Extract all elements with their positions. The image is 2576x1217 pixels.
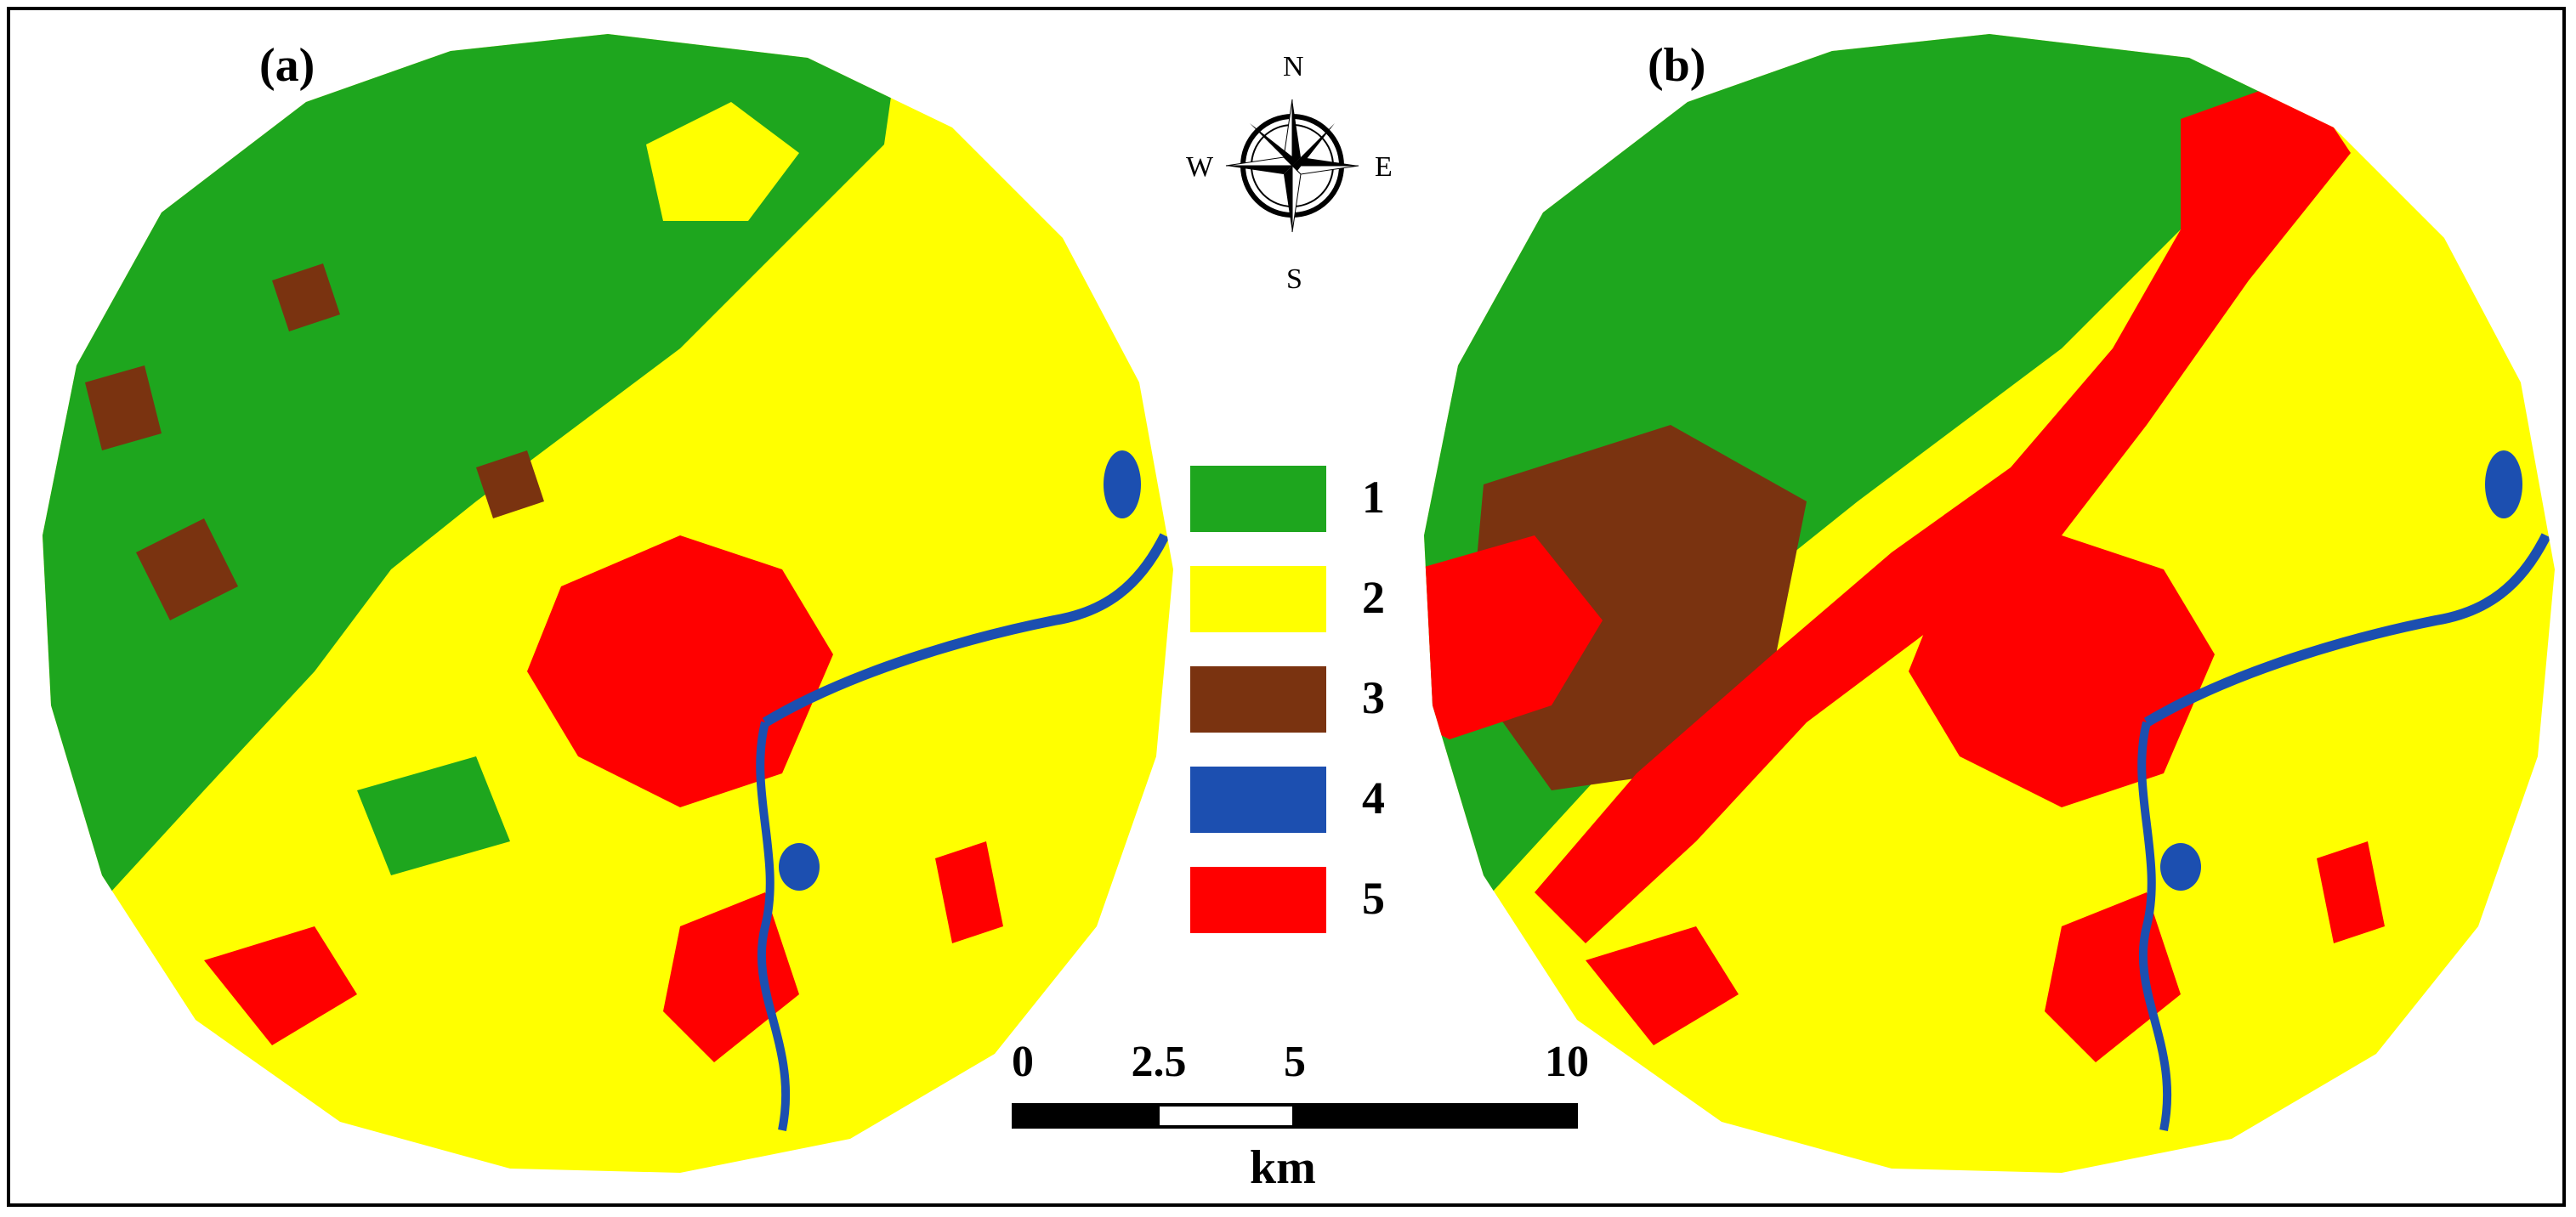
compass-south-label: S: [1286, 263, 1302, 295]
compass-icon: [1225, 99, 1359, 233]
legend-swatch: [1190, 666, 1326, 733]
river: [2137, 721, 2171, 1131]
compass-west-label: W: [1186, 151, 1214, 183]
legend-item: 3: [1190, 666, 1394, 734]
urban-patch: [935, 841, 1003, 943]
bare-land-patch: [85, 365, 162, 450]
scale-segment: [1012, 1103, 1158, 1129]
river: [756, 721, 790, 1131]
legend-label: 1: [1362, 472, 1385, 523]
cropland-patch: [646, 102, 799, 221]
legend-swatch: [1190, 767, 1326, 833]
urban-patch: [2317, 841, 2385, 943]
water-body: [779, 843, 820, 891]
legend-item: 5: [1190, 867, 1394, 935]
land-cover-map-a: [43, 34, 1173, 1173]
water-body: [2160, 843, 2201, 891]
scale-tick-label: 5: [1284, 1038, 1306, 1086]
panel-label-b: (b): [1648, 39, 1706, 92]
urban-area: [527, 535, 833, 807]
scale-bar: 0 2.5 5 10 km: [1007, 1037, 1589, 1198]
scale-tick-label: 2.5: [1131, 1038, 1187, 1086]
legend-label: 2: [1362, 572, 1385, 623]
legend-item: 1: [1190, 466, 1394, 534]
compass-east-label: E: [1375, 151, 1393, 183]
bare-land-patch: [136, 518, 238, 620]
urban-expansion-patch: [1424, 535, 1603, 739]
legend-item: 2: [1190, 566, 1394, 634]
land-cover-map-b: [1424, 34, 2555, 1173]
scale-tick-label: 0: [1012, 1038, 1034, 1086]
bare-land-patch: [476, 450, 544, 518]
water-body: [1104, 450, 1141, 518]
legend-swatch: [1190, 466, 1326, 532]
legend-label: 5: [1362, 873, 1385, 924]
legend-label: 4: [1362, 773, 1385, 824]
legend-item: 4: [1190, 767, 1394, 835]
legend-label: 3: [1362, 672, 1385, 723]
scale-units: km: [1250, 1141, 1316, 1194]
scale-segment: [1294, 1103, 1578, 1129]
urban-area: [1909, 535, 2215, 807]
bare-land-patch: [272, 263, 340, 331]
scale-segment: [1156, 1103, 1296, 1129]
urban-expansion-corridor: [1535, 76, 2351, 943]
compass-rose: N W E S: [1186, 51, 1399, 297]
scale-tick-label: 10: [1545, 1038, 1589, 1086]
river: [762, 533, 1170, 727]
water-body: [2485, 450, 2522, 518]
legend-swatch: [1190, 566, 1326, 632]
panel-label-a: (a): [259, 39, 315, 92]
river: [2143, 533, 2551, 727]
compass-north-label: N: [1283, 51, 1304, 82]
urban-patch: [1586, 926, 1739, 1045]
forest-patch: [357, 756, 510, 875]
urban-patch: [204, 926, 357, 1045]
forest-area: [43, 34, 901, 926]
legend-swatch: [1190, 867, 1326, 933]
